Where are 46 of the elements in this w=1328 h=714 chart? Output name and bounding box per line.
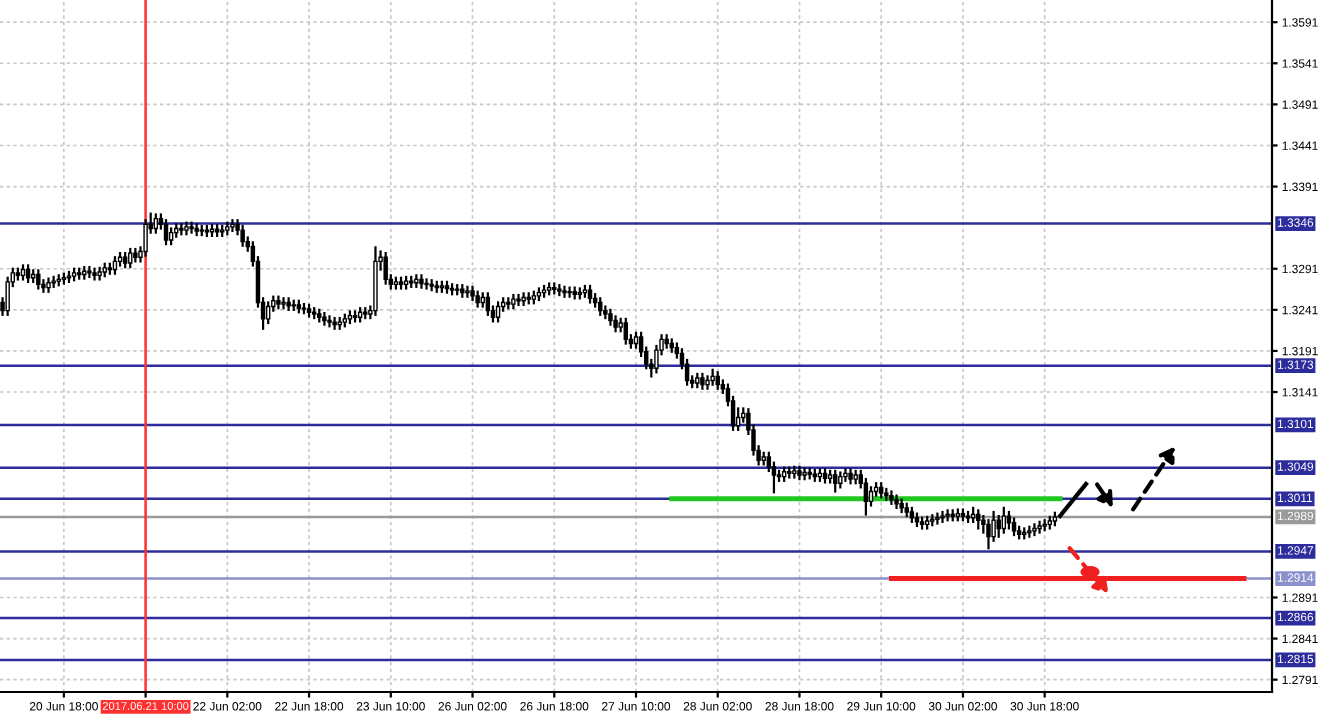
candlestick	[623, 317, 629, 345]
candlestick	[240, 224, 245, 247]
candlestick	[153, 213, 159, 234]
candlestick	[189, 221, 194, 234]
candlestick	[424, 278, 429, 290]
candlestick	[143, 219, 148, 257]
candlestick	[976, 509, 981, 530]
candlestick	[276, 295, 281, 310]
candlestick	[128, 247, 133, 269]
candlestick	[567, 286, 572, 298]
candlestick	[327, 315, 332, 328]
candlestick	[332, 316, 337, 330]
candlestick	[991, 510, 996, 542]
candlestick	[935, 512, 940, 525]
candlestick	[46, 277, 51, 293]
candlestick	[562, 285, 567, 298]
candlestick	[889, 490, 894, 505]
candlestick	[301, 302, 307, 315]
candlestick	[894, 494, 899, 510]
candlestick	[163, 219, 169, 246]
candlestick	[454, 284, 460, 296]
candlestick	[705, 375, 710, 390]
candlestick	[940, 510, 945, 523]
candlestick	[5, 276, 10, 316]
candlestick	[419, 274, 424, 289]
candlestick	[495, 301, 501, 323]
candlestick	[291, 299, 296, 311]
candlestick	[92, 267, 97, 281]
candlestick	[833, 469, 838, 493]
candlestick	[843, 468, 848, 482]
candlestick	[265, 301, 271, 325]
candlestick	[552, 282, 557, 295]
candlestick	[281, 297, 286, 310]
candlestick	[230, 219, 235, 233]
candlestick	[184, 221, 189, 236]
candlestick	[1037, 520, 1042, 534]
candlestick	[87, 265, 92, 279]
candlestick	[36, 269, 41, 290]
candlestick	[802, 467, 807, 481]
candlestick	[996, 515, 1001, 538]
candlestick	[1032, 523, 1037, 537]
candlestick	[383, 252, 388, 285]
candlestick	[1001, 506, 1007, 534]
candlestick	[986, 519, 991, 550]
candlestick	[465, 285, 470, 298]
candlestick	[516, 293, 521, 307]
